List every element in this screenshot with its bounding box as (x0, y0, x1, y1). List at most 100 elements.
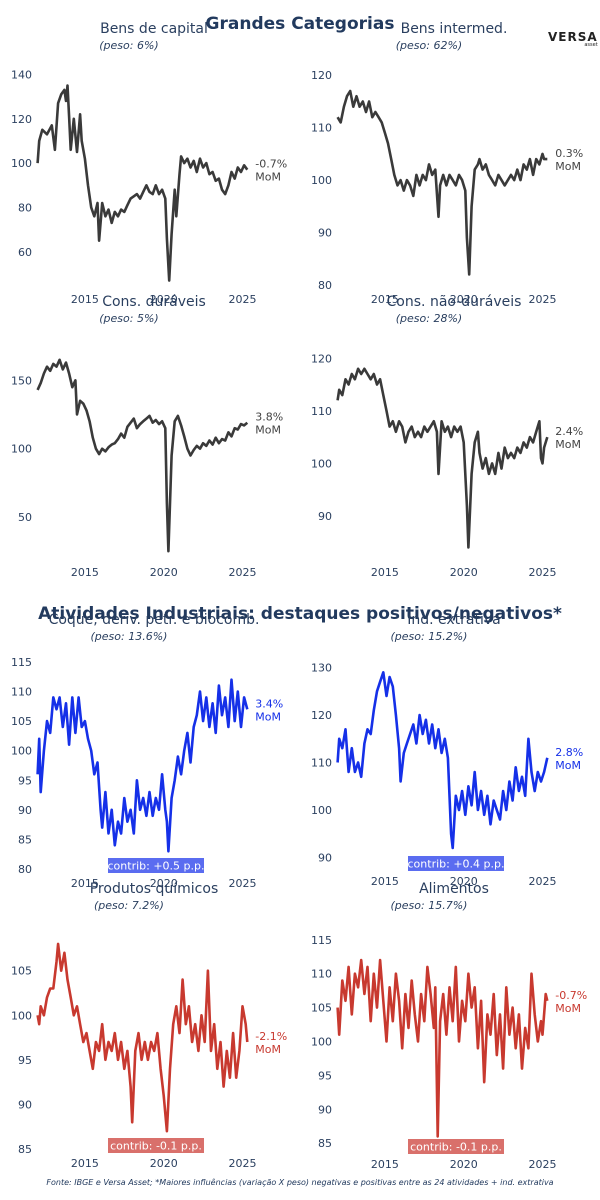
series-line (36, 678, 249, 853)
y-tick-label: 110 (311, 968, 332, 981)
logo-sub: asset (584, 42, 598, 48)
y-tick-label: 80 (318, 279, 332, 292)
x-tick-label: 2025 (529, 293, 557, 306)
y-tick-label: 85 (18, 1143, 32, 1156)
y-tick-label: 90 (318, 227, 332, 240)
series-line (36, 358, 249, 553)
series-line (336, 671, 549, 850)
mom-annotation-value: -0.7% (255, 158, 287, 171)
logo-name: VERSA (548, 30, 598, 44)
x-tick-label: 2020 (450, 566, 478, 579)
section-title-atividades-industriais: Atividades Industriais: destaques positi… (38, 604, 562, 624)
y-tick-label: 85 (18, 833, 32, 846)
y-tick-label: 90 (18, 1098, 32, 1111)
contrib-badge (108, 858, 204, 873)
chart-subtitle: (peso: 15.2%) (391, 630, 468, 643)
chart-alimentos: Alimentos (peso: 15.7%) 85 90 95 100 105 110 115… (311, 881, 587, 1171)
chart-coque-deriv-petr: Coque, deriv. petr. e biocomb. (peso: 13.… (11, 612, 283, 890)
y-tick-label: 115 (11, 656, 32, 669)
x-tick-label: 2015 (371, 293, 399, 306)
y-tick-label: 115 (311, 934, 332, 947)
y-tick-label: 90 (318, 510, 332, 523)
chart-title: Bens de capital (100, 21, 208, 37)
contrib-badge-label: contrib: +0.4 p.p. (408, 858, 505, 871)
contrib-badge (408, 1139, 504, 1154)
chart-subtitle: (peso: 13.6%) (91, 630, 168, 643)
y-tick-label: 90 (318, 1103, 332, 1116)
y-tick-label: 140 (11, 68, 32, 81)
chart-cons-duraveis: Cons. duráveis (peso: 5%) 50 100 150 2015 2020… (11, 294, 283, 579)
y-tick-label: 85 (318, 1137, 332, 1150)
y-tick-label: 150 (11, 374, 32, 387)
chart-title: Cons. duráveis (102, 294, 206, 310)
x-tick-label: 2025 (529, 875, 557, 888)
x-tick-label: 2025 (529, 1158, 557, 1171)
mom-annotation-label: MoM (255, 710, 281, 723)
y-tick-label: 120 (311, 709, 332, 722)
y-tick-label: 50 (18, 511, 32, 524)
mom-annotation-value: 2.8% (555, 746, 583, 759)
mom-annotation-value: -0.7% (555, 989, 587, 1002)
chart-title: Ind. extrativa (407, 612, 501, 628)
mom-annotation-value: 3.4% (255, 697, 283, 710)
x-tick-label: 2025 (229, 293, 257, 306)
x-tick-label: 2025 (229, 877, 257, 890)
x-tick-label: 2015 (71, 293, 99, 306)
y-tick-label: 120 (311, 69, 332, 82)
chart-ind-extrativa: Ind. extrativa (peso: 15.2%) 90 100 110 120 13… (311, 612, 583, 888)
chart-subtitle: (peso: 7.2%) (94, 899, 164, 912)
contrib-badge-label: contrib: -0.1 p.p. (110, 1140, 202, 1153)
chart-subtitle: (peso: 5%) (99, 312, 158, 325)
mom-annotation-value: 2.4% (555, 425, 583, 438)
chart-subtitle: (peso: 62%) (396, 39, 462, 52)
chart-subtitle: (peso: 28%) (396, 312, 462, 325)
x-tick-label: 2020 (150, 293, 178, 306)
contrib-badge-label: contrib: +0.5 p.p. (108, 860, 205, 873)
x-tick-label: 2015 (71, 1157, 99, 1170)
y-tick-label: 80 (18, 201, 32, 214)
x-tick-label: 2015 (371, 1158, 399, 1171)
x-tick-label: 2025 (529, 566, 557, 579)
mom-annotation-value: 0.3% (555, 147, 583, 160)
x-tick-label: 2015 (71, 877, 99, 890)
chart-title: Cons. não-duráveis (387, 294, 522, 310)
y-tick-label: 90 (318, 852, 332, 865)
x-tick-label: 2025 (229, 1157, 257, 1170)
x-tick-label: 2025 (229, 566, 257, 579)
series-line (336, 367, 549, 549)
mom-annotation-label: MoM (555, 160, 581, 173)
contrib-badge (108, 1138, 204, 1153)
x-tick-label: 2020 (150, 566, 178, 579)
x-tick-label: 2020 (450, 1158, 478, 1171)
mom-annotation-label: MoM (555, 1002, 581, 1015)
y-tick-label: 130 (311, 662, 332, 675)
y-tick-label: 110 (311, 405, 332, 418)
mom-annotation-label: MoM (555, 759, 581, 772)
versa-logo: VERSA asset (548, 30, 598, 48)
y-tick-label: 105 (311, 1002, 332, 1015)
x-tick-label: 2015 (371, 566, 399, 579)
chart-subtitle: (peso: 6%) (99, 39, 158, 52)
y-tick-label: 100 (311, 804, 332, 817)
mom-annotation-label: MoM (255, 1043, 281, 1056)
chart-bens-intermed: Bens intermed. (peso: 62%) 80 90 100 110 120 20… (311, 21, 583, 306)
chart-cons-nao-duraveis: Cons. não-duráveis (peso: 28%) 90 100 110 120… (311, 294, 583, 579)
y-tick-label: 105 (11, 965, 32, 978)
y-tick-label: 120 (11, 113, 32, 126)
y-tick-label: 110 (311, 122, 332, 135)
y-tick-label: 95 (18, 1054, 32, 1067)
contrib-badge-label: contrib: -0.1 p.p. (410, 1141, 502, 1154)
chart-produtos-quimicos: Produtos químicos (peso: 7.2%) 85 90 95 100 10… (11, 881, 287, 1170)
y-tick-label: 80 (18, 863, 32, 876)
mom-annotation-value: 3.8% (255, 411, 283, 424)
y-tick-label: 100 (311, 457, 332, 470)
y-tick-label: 105 (11, 715, 32, 728)
x-tick-label: 2020 (150, 1157, 178, 1170)
y-tick-label: 110 (311, 757, 332, 770)
chart-subtitle: (peso: 15.7%) (391, 899, 468, 912)
x-tick-label: 2020 (150, 877, 178, 890)
mom-annotation-label: MoM (255, 424, 281, 437)
x-tick-label: 2015 (71, 566, 99, 579)
x-tick-label: 2015 (371, 875, 399, 888)
section-title-grandes-categorias: Grandes Categorias (205, 14, 395, 34)
